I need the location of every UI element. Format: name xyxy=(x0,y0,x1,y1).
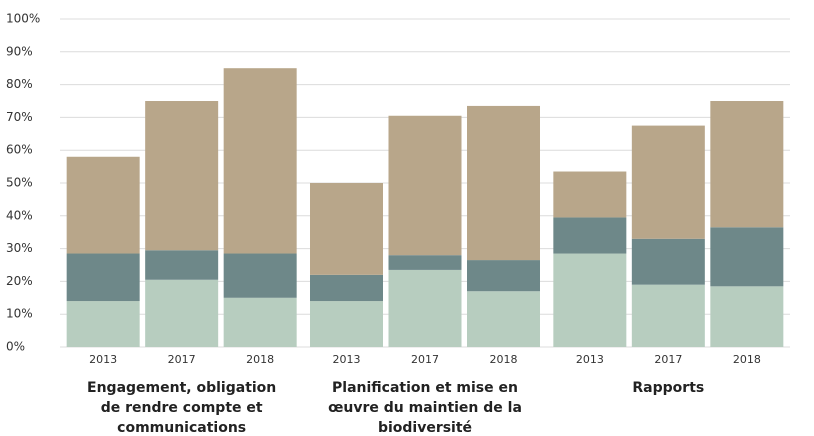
bar-segment xyxy=(710,101,784,228)
bar-segment xyxy=(631,125,705,239)
y-tick-label: 100% xyxy=(6,12,40,26)
y-tick-label: 50% xyxy=(6,176,33,190)
bar-segment xyxy=(145,101,219,251)
y-tick-label: 60% xyxy=(6,143,33,157)
group-label: Rapports xyxy=(632,380,705,396)
bar-segment xyxy=(388,269,462,347)
y-tick-label: 10% xyxy=(6,307,33,321)
y-tick-label: 30% xyxy=(6,241,33,255)
bar-segment xyxy=(388,115,462,256)
bar-segment xyxy=(310,301,383,347)
bar-segment xyxy=(145,250,219,280)
bar-segment xyxy=(467,105,540,261)
y-tick-label: 20% xyxy=(6,274,33,288)
bar-segment xyxy=(310,183,383,275)
x-tick-label: 2018 xyxy=(733,353,761,366)
y-tick-label: 90% xyxy=(6,44,33,58)
bar-segment xyxy=(145,279,219,347)
bar-segment xyxy=(467,260,540,292)
y-tick-label: 80% xyxy=(6,77,33,91)
group-label: Planification et mise en œuvre du mainti… xyxy=(328,380,522,436)
bar-segment xyxy=(223,253,297,298)
bar-segment xyxy=(553,217,627,254)
bar-segment xyxy=(66,301,140,347)
bar-segment xyxy=(66,156,140,254)
x-tick-label: 2017 xyxy=(168,353,196,366)
x-tick-label: 2013 xyxy=(333,353,361,366)
bar-segment xyxy=(631,238,705,285)
y-tick-label: 40% xyxy=(6,208,33,222)
bar-segment xyxy=(553,171,627,218)
bar-segment xyxy=(710,286,784,347)
bar-segment xyxy=(66,253,140,302)
bar-segment xyxy=(388,255,462,270)
x-tick-label: 2018 xyxy=(490,353,518,366)
bar-segment xyxy=(223,68,297,254)
group-label: Engagement, obligation de rendre compte … xyxy=(87,380,277,436)
bar-segment xyxy=(310,274,383,302)
x-tick-label: 2018 xyxy=(246,353,274,366)
x-tick-label: 2017 xyxy=(411,353,439,366)
bar-segment xyxy=(553,253,627,347)
bar-segment xyxy=(223,297,297,347)
x-tick-label: 2013 xyxy=(576,353,604,366)
bar-segment xyxy=(631,284,705,347)
y-tick-label: 70% xyxy=(6,110,33,124)
bar-segment xyxy=(710,227,784,287)
x-tick-label: 2017 xyxy=(654,353,682,366)
bar-segment xyxy=(467,291,540,347)
x-tick-label: 2013 xyxy=(89,353,117,366)
y-tick-label: 0% xyxy=(6,340,25,354)
